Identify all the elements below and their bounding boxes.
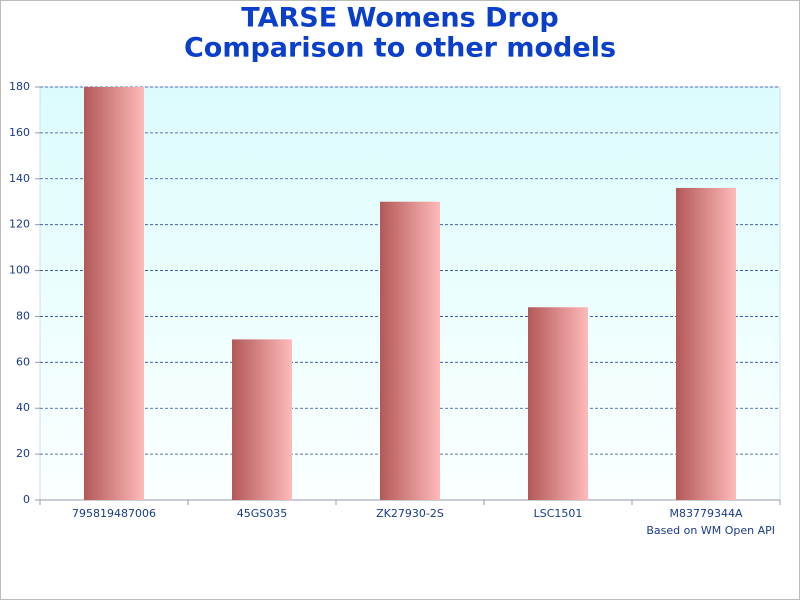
y-tick-label: 60 <box>16 355 30 368</box>
bar <box>232 339 292 500</box>
x-tick-label: LSC1501 <box>534 507 583 520</box>
x-tick-label: M83779344A <box>669 507 742 520</box>
y-tick-label: 160 <box>9 126 30 139</box>
chart-title: TARSE Womens Drop <box>241 3 558 34</box>
x-tick-label: 795819487006 <box>72 507 156 520</box>
y-tick-label: 180 <box>9 80 30 93</box>
x-tick-label: ZK27930-2S <box>376 507 444 520</box>
annotation: Based on WM Open API <box>646 524 775 537</box>
y-tick-label: 0 <box>23 493 30 506</box>
bar <box>528 307 588 500</box>
bar <box>676 187 736 500</box>
y-tick-label: 80 <box>16 309 30 322</box>
chart-title: Comparison to other models <box>184 33 616 64</box>
y-tick-label: 140 <box>9 172 30 185</box>
y-tick-label: 100 <box>9 264 30 277</box>
y-tick-label: 40 <box>16 401 30 414</box>
bar <box>84 87 144 500</box>
y-tick-label: 20 <box>16 447 30 460</box>
bar <box>380 201 440 500</box>
x-tick-label: 45GS035 <box>237 507 288 520</box>
y-tick-label: 120 <box>9 218 30 231</box>
